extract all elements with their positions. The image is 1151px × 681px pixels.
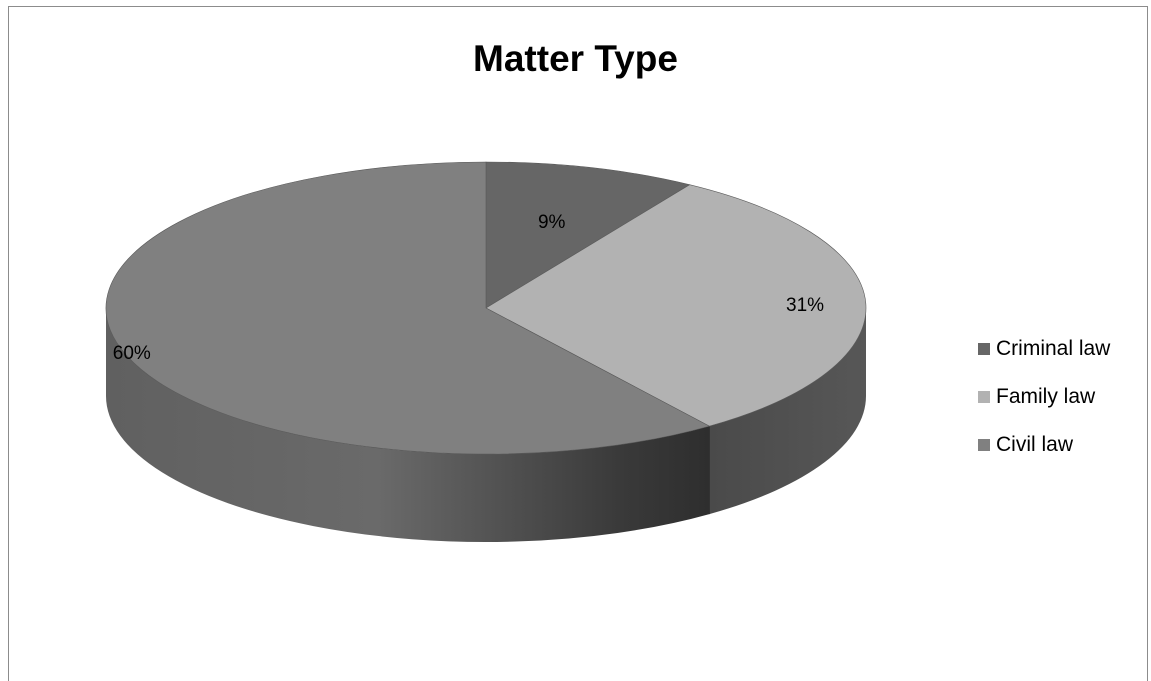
pie-top	[105, 161, 867, 455]
legend-label: Civil law	[996, 433, 1074, 456]
legend-swatch	[978, 343, 990, 355]
data-label-civil-law: 60%	[113, 343, 151, 364]
legend-label: Family law	[996, 385, 1096, 408]
legend-swatch	[978, 391, 990, 403]
legend-swatch	[978, 439, 990, 451]
pie-slice-civil-law	[105, 161, 711, 455]
pie-side-civil-law	[106, 308, 710, 542]
pie-sides	[106, 308, 866, 542]
chart-title: Matter Type	[473, 38, 678, 79]
chart-frame	[8, 6, 1148, 681]
legend-item-civil-law: Civil law	[978, 421, 1110, 469]
legend: Criminal law Family law Civil law	[978, 325, 1110, 469]
pie-slice-criminal-law	[485, 161, 691, 309]
legend-item-criminal-law: Criminal law	[978, 325, 1110, 373]
legend-label: Criminal law	[996, 337, 1111, 360]
data-label-criminal-law: 9%	[538, 212, 566, 233]
data-label-family-law: 31%	[786, 295, 824, 316]
pie-slice-family-law	[485, 184, 867, 427]
pie-labels: 9% 31% 60%	[113, 212, 824, 364]
pie-side-family-law	[709, 308, 866, 515]
legend-item-family-law: Family law	[978, 373, 1110, 421]
